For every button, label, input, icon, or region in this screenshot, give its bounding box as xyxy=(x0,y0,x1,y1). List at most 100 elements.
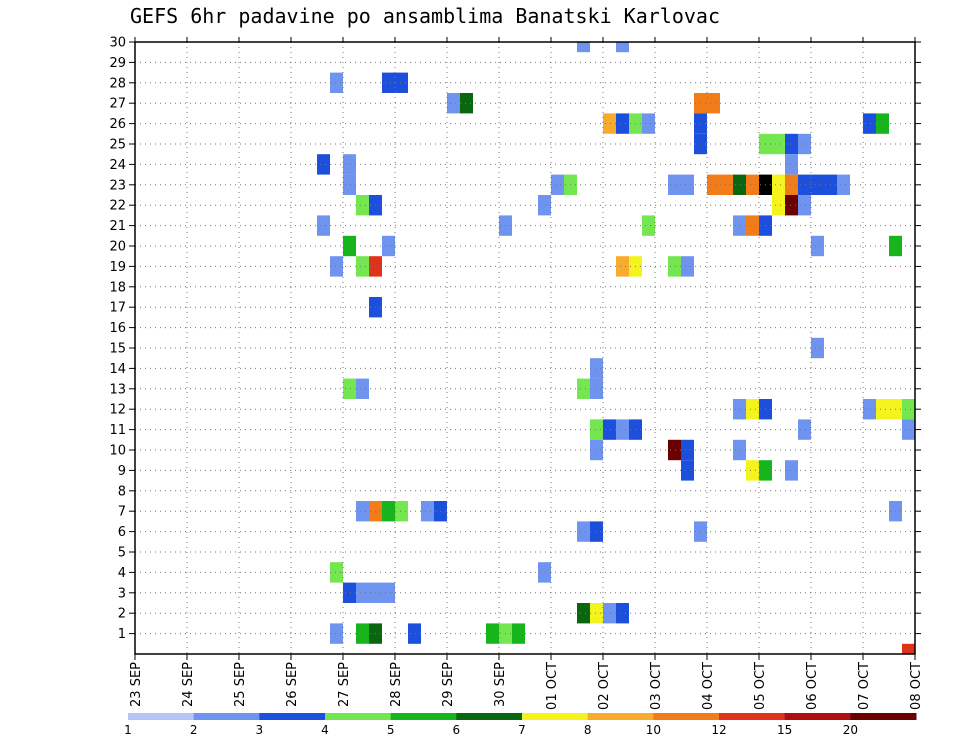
heatmap-cell xyxy=(616,42,629,53)
x-tick-label: 03 OCT xyxy=(649,662,664,710)
heatmap-cell xyxy=(356,623,369,644)
y-tick-label: 16 xyxy=(109,321,126,336)
heatmap-cell xyxy=(746,399,759,420)
y-tick-label: 1 xyxy=(118,627,126,642)
heatmap-cell xyxy=(538,562,551,583)
x-tick-label: 23 SEP xyxy=(129,662,144,707)
heatmap-cell xyxy=(447,93,460,114)
heatmap-cell xyxy=(343,582,356,603)
heatmap-cell xyxy=(590,419,603,440)
y-tick-label: 13 xyxy=(109,382,126,397)
heatmap-cell xyxy=(681,256,694,277)
y-tick-label: 14 xyxy=(109,362,126,377)
heatmap-cell xyxy=(811,235,824,257)
y-tick-label: 5 xyxy=(118,546,126,561)
color-legend: 1 2 3 4 5 6 7 8 10 12 15 20 xyxy=(124,713,917,737)
y-tick-label: 17 xyxy=(109,301,126,316)
x-tick-label: 25 SEP xyxy=(233,662,248,707)
heatmap-cell xyxy=(642,215,655,236)
x-tick-label: 01 OCT xyxy=(545,662,560,710)
x-tick-label: 02 OCT xyxy=(597,662,612,710)
legend-label: 7 xyxy=(518,723,526,737)
heatmap-cell xyxy=(772,195,785,216)
legend-label: 1 xyxy=(124,723,132,737)
heatmap-cell xyxy=(733,215,746,236)
heatmap-cell xyxy=(733,399,746,420)
heatmap-cell xyxy=(902,419,915,440)
heatmap-cell xyxy=(356,378,369,399)
heatmap-cell xyxy=(642,113,655,134)
x-tick-label: 30 SEP xyxy=(493,662,508,707)
heatmap-cell xyxy=(330,72,343,93)
y-tick-label: 9 xyxy=(118,464,126,479)
legend-label: 10 xyxy=(646,723,661,737)
heatmap-cell xyxy=(707,93,720,114)
legend-swatch xyxy=(850,713,917,720)
heatmap-cell xyxy=(798,174,811,195)
heatmap-cell xyxy=(330,623,343,644)
legend-swatch xyxy=(522,713,589,720)
legend-label: 6 xyxy=(453,723,461,737)
heatmap-cell xyxy=(590,358,603,379)
heatmap-cells xyxy=(317,42,915,654)
heatmap-cell xyxy=(590,439,603,461)
legend-swatch xyxy=(128,713,195,720)
y-tick-label: 6 xyxy=(118,525,126,540)
heatmap-cell xyxy=(356,582,369,603)
heatmap-cell xyxy=(330,562,343,583)
y-tick-label: 21 xyxy=(109,219,126,234)
heatmap-cell xyxy=(733,174,746,195)
heatmap-cell xyxy=(577,603,590,624)
heatmap-cell xyxy=(785,195,798,216)
x-tick-label: 05 OCT xyxy=(753,662,768,710)
heatmap-cell xyxy=(343,235,356,257)
y-tick-label: 30 xyxy=(109,36,126,51)
heatmap-cell xyxy=(785,133,798,155)
legend-swatch xyxy=(784,713,851,720)
legend-swatch xyxy=(259,713,326,720)
heatmap-cell xyxy=(603,113,616,134)
heatmap-cell xyxy=(486,623,499,644)
heatmap-cell xyxy=(330,256,343,277)
heatmap-cell xyxy=(798,133,811,155)
legend-label: 8 xyxy=(584,723,592,737)
heatmap-cell xyxy=(785,154,798,175)
heatmap-cell xyxy=(343,378,356,399)
heatmap-cell xyxy=(590,603,603,624)
heatmap-cell xyxy=(785,460,798,481)
heatmap-cell xyxy=(343,154,356,175)
x-tick-label: 04 OCT xyxy=(701,662,716,710)
heatmap-cell xyxy=(811,174,824,195)
y-tick-label: 10 xyxy=(109,444,126,459)
heatmap-cell xyxy=(603,603,616,624)
heatmap-cell xyxy=(395,501,408,522)
y-tick-label: 18 xyxy=(109,280,126,295)
y-tick-label: 20 xyxy=(109,240,126,255)
legend-swatch xyxy=(653,713,720,720)
heatmap-cell xyxy=(733,439,746,461)
legend-swatch xyxy=(587,713,654,720)
heatmap-cell xyxy=(681,174,694,195)
heatmap-cell xyxy=(317,154,330,175)
heatmap-cell xyxy=(356,256,369,277)
heatmap-cell xyxy=(876,399,889,420)
y-tick-label: 26 xyxy=(109,117,126,132)
heatmap-cell xyxy=(317,215,330,236)
y-tick-label: 24 xyxy=(109,158,126,173)
legend-label: 2 xyxy=(190,723,198,737)
y-tick-label: 23 xyxy=(109,178,126,193)
heatmap-cell xyxy=(538,195,551,216)
heatmap-cell xyxy=(577,378,590,399)
heatmap-cell xyxy=(382,501,395,522)
x-tick-label: 24 SEP xyxy=(181,662,196,707)
legend-swatch xyxy=(456,713,523,720)
heatmap-cell xyxy=(590,378,603,399)
y-tick-label: 25 xyxy=(109,138,126,153)
heatmap-cell xyxy=(668,256,681,277)
x-tick-label: 28 SEP xyxy=(389,662,404,707)
chart-title: GEFS 6hr padavine po ansamblima Banatski… xyxy=(130,4,721,28)
legend-swatch xyxy=(325,713,392,720)
heatmap-cell xyxy=(616,113,629,134)
legend-label: 5 xyxy=(387,723,395,737)
